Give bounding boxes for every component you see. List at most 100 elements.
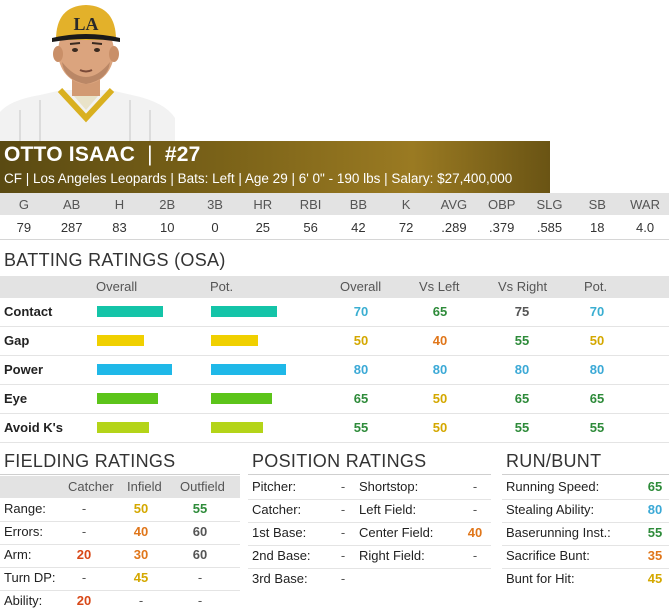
batting-ratings-table: Overall Pot. Overall Vs Left Vs Right Po… — [0, 276, 669, 443]
fielding-catcher-value: 20 — [76, 593, 92, 608]
player-info: CF | Los Angeles Leopards | Bats: Left |… — [4, 171, 513, 186]
fielding-outfield-value: 60 — [192, 524, 208, 539]
col-vs-left: Vs Left — [419, 279, 460, 294]
stat-header-rbi: RBI — [286, 193, 335, 215]
batting-overall-value: 65 — [353, 391, 369, 406]
overall-rating-bar — [97, 364, 172, 375]
fielding-label: Arm: — [4, 547, 32, 562]
position-label: Right Field: — [359, 548, 425, 563]
batting-vs-right-value: 55 — [514, 333, 530, 348]
position-value: - — [472, 548, 478, 563]
col-vs-right: Vs Right — [498, 279, 548, 294]
batting-overall-value: 80 — [353, 362, 369, 377]
stat-header-k: K — [382, 193, 431, 215]
position-value: - — [340, 502, 346, 517]
overall-rating-bar — [97, 422, 149, 433]
fielding-outfield-value: - — [197, 593, 203, 608]
fielding-catcher-value: 20 — [76, 547, 92, 562]
run-bunt-title: RUN/BUNT — [506, 451, 602, 471]
stat-value-rbi: 56 — [286, 215, 335, 240]
row-divider — [0, 567, 240, 568]
stat-header-war: WAR — [621, 193, 669, 215]
fielding-col-catcher: Catcher — [68, 479, 114, 494]
batting-row: Avoid K's 55 50 55 55 — [0, 414, 669, 443]
stat-header-hr: HR — [238, 193, 287, 215]
stat-header-g: G — [0, 193, 48, 215]
fielding-catcher-value: - — [81, 524, 87, 539]
stat-header-bb: BB — [334, 193, 383, 215]
season-stats-table: G AB H 2B 3B HR RBI BB K AVG OBP SLG SB WAR 79 287 83 10… — [0, 193, 669, 240]
run-bunt-label: Baserunning Inst.: — [506, 525, 611, 540]
fielding-col-infield: Infield — [127, 479, 162, 494]
stat-value-2b: 10 — [143, 215, 192, 240]
position-value: - — [340, 525, 346, 540]
batting-overall-value: 55 — [353, 420, 369, 435]
batting-pot-value: 80 — [589, 362, 605, 377]
position-ratings-title: POSITION RATINGS — [252, 451, 427, 471]
position-value: - — [472, 502, 478, 517]
batting-vs-right-value: 80 — [514, 362, 530, 377]
position-label: Pitcher: — [252, 479, 297, 494]
stat-header-slg: SLG — [525, 193, 574, 215]
position-label: 2nd Base: — [252, 548, 311, 563]
position-label: Center Field: — [359, 525, 434, 540]
run-bunt-value: 45 — [647, 571, 663, 586]
position-label: 1st Base: — [252, 525, 307, 540]
stats-header-row: G AB H 2B 3B HR RBI BB K AVG OBP SLG SB WAR — [0, 193, 669, 215]
batting-overall-value: 50 — [353, 333, 369, 348]
batting-vs-right-value: 75 — [514, 304, 530, 319]
col-pot: Pot. — [584, 279, 608, 294]
fielding-divider — [0, 474, 240, 475]
stat-value-slg: .585 — [525, 215, 574, 240]
batting-vs-left-value: 50 — [432, 420, 448, 435]
batting-vs-right-value: 65 — [514, 391, 530, 406]
position-divider — [248, 474, 491, 475]
potential-rating-bar — [211, 306, 277, 317]
run-bunt-value: 35 — [647, 548, 663, 563]
row-divider — [248, 522, 491, 523]
stat-header-avg: AVG — [430, 193, 478, 215]
fielding-label: Turn DP: — [4, 570, 56, 585]
row-divider — [502, 522, 669, 523]
stat-header-2b: 2B — [143, 193, 192, 215]
batting-overall-value: 70 — [353, 304, 369, 319]
batting-vs-left-value: 40 — [432, 333, 448, 348]
stat-value-war: 4.0 — [621, 215, 669, 240]
stat-value-ab: 287 — [47, 215, 96, 240]
position-label: Catcher: — [252, 502, 302, 517]
stats-value-row: 79 287 83 10 0 25 56 42 72.289.379.585 18 4.0 — [0, 215, 669, 240]
position-label: Left Field: — [359, 502, 417, 517]
stat-header-ab: AB — [47, 193, 96, 215]
fielding-ratings-title: FIELDING RATINGS — [4, 451, 176, 471]
fielding-infield-value: 40 — [133, 524, 149, 539]
stat-header-sb: SB — [573, 193, 622, 215]
overall-rating-bar — [97, 335, 144, 346]
position-value: - — [340, 548, 346, 563]
player-number: #27 — [164, 143, 201, 166]
stat-value-g: 79 — [0, 215, 48, 240]
player-portrait: LA — [0, 0, 175, 142]
run-bunt-label: Running Speed: — [506, 479, 600, 494]
fielding-infield-value: - — [138, 593, 144, 608]
player-name: OTTO ISAAC — [4, 143, 136, 166]
batting-pot-value: 65 — [589, 391, 605, 406]
batting-ratings-title: BATTING RATINGS (OSA) — [4, 250, 226, 270]
run-bunt-value: 65 — [647, 479, 663, 494]
batting-label: Eye — [4, 391, 28, 406]
fielding-catcher-value: - — [81, 501, 87, 516]
row-divider — [0, 544, 240, 545]
player-name-line: OTTO ISAAC | #27 — [4, 143, 201, 167]
stat-value-bb: 42 — [334, 215, 383, 240]
row-divider — [248, 499, 491, 500]
cap-logo: LA — [73, 14, 98, 34]
stat-value-obp: .379 — [477, 215, 526, 240]
fielding-infield-value: 30 — [133, 547, 149, 562]
batting-row: Gap 50 40 55 50 — [0, 327, 669, 356]
batting-label: Avoid K's — [4, 420, 63, 435]
run-bunt-label: Bunt for Hit: — [506, 571, 575, 586]
position-label: Shortstop: — [359, 479, 419, 494]
batting-pot-value: 50 — [589, 333, 605, 348]
row-divider — [248, 568, 491, 569]
position-value: - — [340, 479, 346, 494]
batting-vs-left-value: 80 — [432, 362, 448, 377]
